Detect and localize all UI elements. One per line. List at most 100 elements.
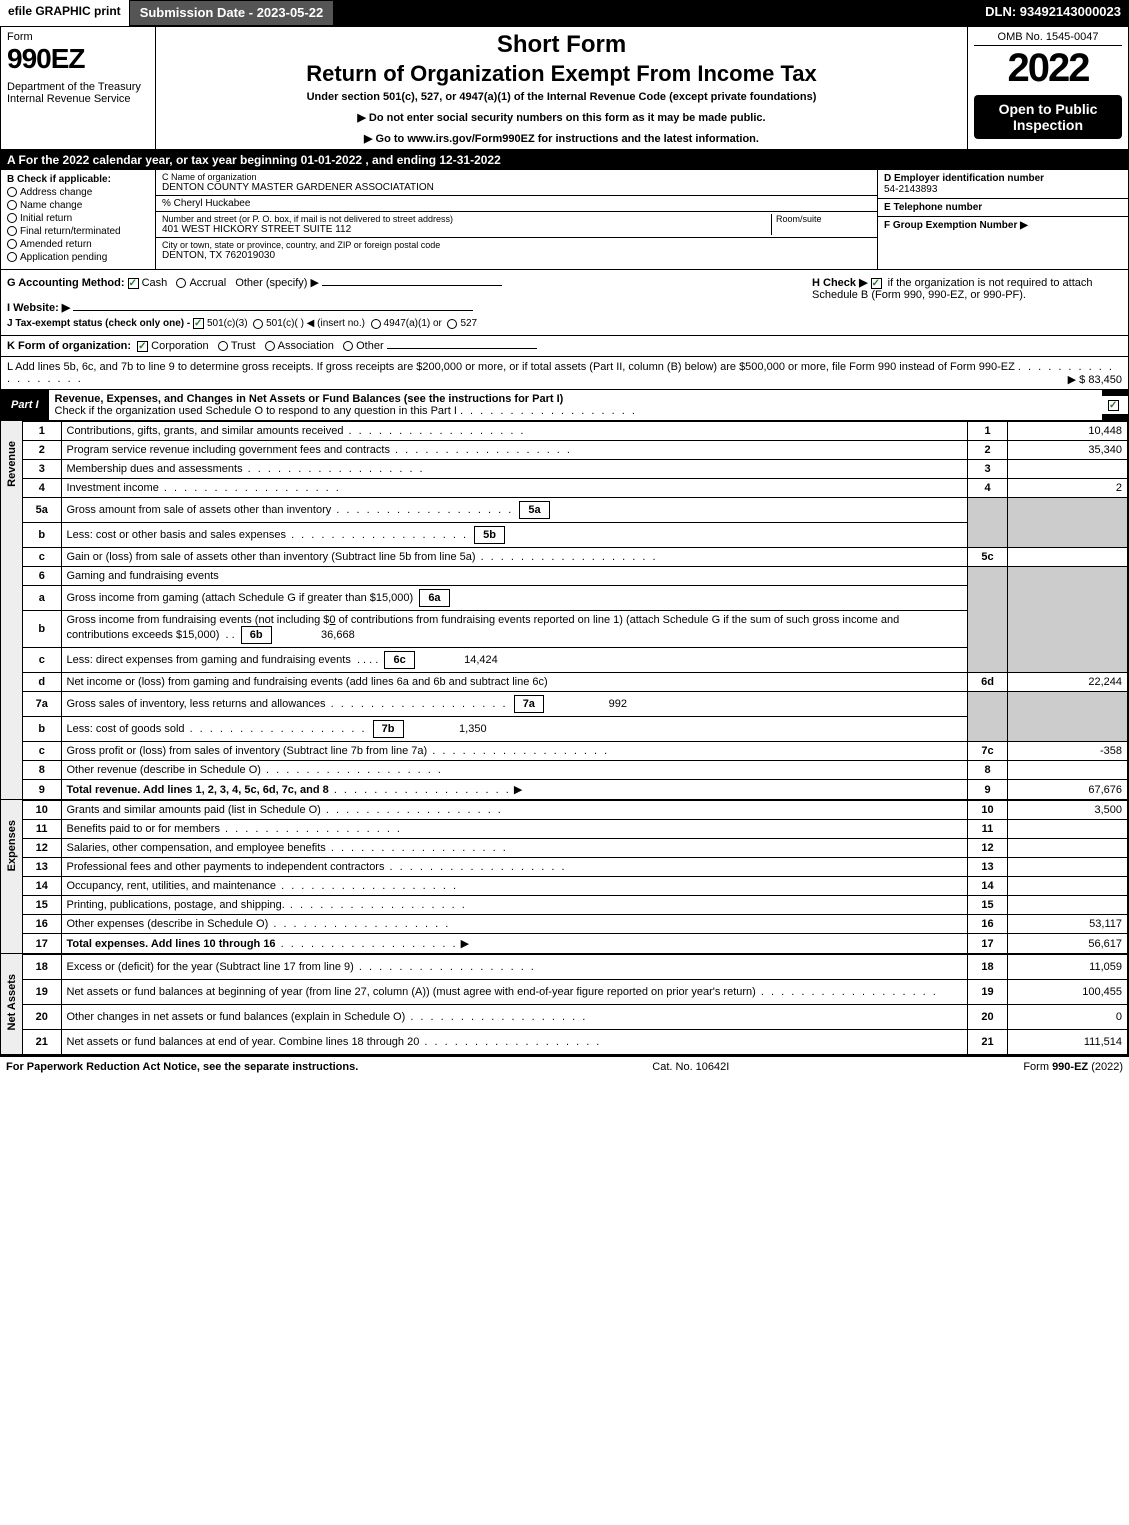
net-assets-side-label: Net Assets	[1, 954, 23, 1054]
tax-year: 2022	[974, 46, 1122, 91]
table-row: 13Professional fees and other payments t…	[23, 858, 1128, 877]
line-a: A For the 2022 calendar year, or tax yea…	[0, 150, 1129, 170]
table-row: cGross profit or (loss) from sales of in…	[23, 742, 1128, 761]
section-def: D Employer identification number 54-2143…	[878, 170, 1128, 269]
table-row: 3Membership dues and assessments3	[23, 460, 1128, 479]
table-row: aGross income from gaming (attach Schedu…	[23, 586, 1128, 611]
form-note-1: ▶ Do not enter social security numbers o…	[164, 111, 959, 124]
org-name-label: C Name of organization	[162, 172, 871, 182]
line-k: K Form of organization: Corporation Trus…	[0, 336, 1129, 357]
table-row: cGain or (loss) from sale of assets othe…	[23, 548, 1128, 567]
table-row: 12Salaries, other compensation, and empl…	[23, 839, 1128, 858]
check-application-pending[interactable]: Application pending	[7, 252, 149, 263]
section-c: C Name of organization DENTON COUNTY MAS…	[156, 170, 878, 269]
table-row: 20Other changes in net assets or fund ba…	[23, 1004, 1128, 1029]
table-row: 17Total expenses. Add lines 10 through 1…	[23, 934, 1128, 954]
table-row: 7aGross sales of inventory, less returns…	[23, 692, 1128, 717]
open-public-badge: Open to Public Inspection	[974, 95, 1122, 139]
table-row: cLess: direct expenses from gaming and f…	[23, 648, 1128, 673]
table-row: 1Contributions, gifts, grants, and simil…	[23, 422, 1128, 441]
group-exemption-label: F Group Exemption Number ▶	[884, 220, 1122, 231]
revenue-section: Revenue 1Contributions, gifts, grants, a…	[0, 421, 1129, 800]
footer-left: For Paperwork Reduction Act Notice, see …	[6, 1061, 358, 1073]
j-501c-check[interactable]	[253, 319, 263, 329]
submission-date: Submission Date - 2023-05-22	[129, 0, 335, 26]
expenses-section: Expenses 10Grants and similar amounts pa…	[0, 800, 1129, 954]
part-1-schedule-o-check[interactable]	[1108, 400, 1119, 411]
check-final-return[interactable]: Final return/terminated	[7, 226, 149, 237]
k-trust-check[interactable]	[218, 341, 228, 351]
table-row: 19Net assets or fund balances at beginni…	[23, 980, 1128, 1005]
line-h-check[interactable]	[871, 278, 882, 289]
table-row: 5aGross amount from sale of assets other…	[23, 498, 1128, 523]
table-row: bLess: cost of goods sold 7b 1,350	[23, 717, 1128, 742]
section-b: B Check if applicable: Address change Na…	[1, 170, 156, 269]
telephone-label: E Telephone number	[884, 202, 1122, 213]
table-row: 18Excess or (deficit) for the year (Subt…	[23, 955, 1128, 980]
efile-label[interactable]: efile GRAPHIC print	[0, 0, 129, 26]
revenue-table: 1Contributions, gifts, grants, and simil…	[23, 421, 1128, 800]
city-label: City or town, state or province, country…	[162, 240, 871, 250]
accounting-cash-check[interactable]	[128, 278, 139, 289]
line-l: L Add lines 5b, 6c, and 7b to line 9 to …	[0, 357, 1129, 390]
section-b-header: B Check if applicable:	[7, 174, 149, 185]
line-l-amount: ▶ $ 83,450	[1068, 373, 1122, 386]
check-initial-return[interactable]: Initial return	[7, 213, 149, 224]
check-amended-return[interactable]: Amended return	[7, 239, 149, 250]
org-name: DENTON COUNTY MASTER GARDENER ASSOCIATAT…	[162, 182, 871, 193]
part-1-tag: Part I	[1, 396, 49, 414]
form-number: 990EZ	[7, 43, 149, 75]
expenses-table: 10Grants and similar amounts paid (list …	[23, 800, 1128, 954]
line-h: H Check ▶ if the organization is not req…	[802, 276, 1122, 329]
ein-label: D Employer identification number	[884, 173, 1122, 184]
form-subtitle: Under section 501(c), 527, or 4947(a)(1)…	[164, 91, 959, 103]
department: Department of the Treasury Internal Reve…	[7, 81, 149, 105]
form-header: Form 990EZ Department of the Treasury In…	[0, 26, 1129, 150]
net-assets-section: Net Assets 18Excess or (deficit) for the…	[0, 954, 1129, 1055]
revenue-side-label: Revenue	[1, 421, 23, 800]
table-row: 6Gaming and fundraising events	[23, 567, 1128, 586]
form-title: Return of Organization Exempt From Incom…	[164, 61, 959, 87]
k-corporation-check[interactable]	[137, 341, 148, 352]
street-label: Number and street (or P. O. box, if mail…	[162, 214, 771, 224]
table-row: dNet income or (loss) from gaming and fu…	[23, 673, 1128, 692]
footer-right: Form 990-EZ (2022)	[1023, 1061, 1123, 1073]
j-527-check[interactable]	[447, 319, 457, 329]
form-note-2: ▶ Go to www.irs.gov/Form990EZ for instru…	[164, 132, 959, 145]
part-1-title: Revenue, Expenses, and Changes in Net As…	[49, 390, 1102, 420]
j-501c3-check[interactable]	[193, 318, 204, 329]
city-state-zip: DENTON, TX 762019030	[162, 250, 871, 261]
check-name-change[interactable]: Name change	[7, 200, 149, 211]
part-1-header: Part I Revenue, Expenses, and Changes in…	[0, 390, 1129, 421]
table-row: 9Total revenue. Add lines 1, 2, 3, 4, 5c…	[23, 780, 1128, 800]
table-row: 8Other revenue (describe in Schedule O)8	[23, 761, 1128, 780]
table-row: bLess: cost or other basis and sales exp…	[23, 523, 1128, 548]
check-address-change[interactable]: Address change	[7, 187, 149, 198]
header-right: OMB No. 1545-0047 2022 Open to Public In…	[968, 27, 1128, 149]
table-row: 11Benefits paid to or for members11	[23, 820, 1128, 839]
line-i: I Website: ▶	[7, 302, 70, 314]
line-g: G Accounting Method: Cash Accrual Other …	[7, 276, 802, 329]
form-word: Form	[7, 31, 149, 43]
table-row: 4Investment income42	[23, 479, 1128, 498]
table-row: 14Occupancy, rent, utilities, and mainte…	[23, 877, 1128, 896]
table-row: 16Other expenses (describe in Schedule O…	[23, 915, 1128, 934]
table-row: 2Program service revenue including gover…	[23, 441, 1128, 460]
net-assets-table: 18Excess or (deficit) for the year (Subt…	[23, 954, 1128, 1054]
room-label: Room/suite	[776, 214, 871, 224]
section-bcdef: B Check if applicable: Address change Na…	[0, 170, 1129, 270]
footer-center: Cat. No. 10642I	[652, 1061, 729, 1073]
j-4947-check[interactable]	[371, 319, 381, 329]
care-of: % Cheryl Huckabee	[156, 196, 877, 212]
omb-number: OMB No. 1545-0047	[974, 31, 1122, 46]
expenses-side-label: Expenses	[1, 800, 23, 954]
table-row: bGross income from fundraising events (n…	[23, 611, 1128, 648]
table-row: 15Printing, publications, postage, and s…	[23, 896, 1128, 915]
header-center: Short Form Return of Organization Exempt…	[156, 27, 968, 149]
dln-number: DLN: 93492143000023	[977, 0, 1129, 26]
page-footer: For Paperwork Reduction Act Notice, see …	[0, 1056, 1129, 1077]
accounting-accrual-check[interactable]	[176, 278, 186, 288]
k-other-check[interactable]	[343, 341, 353, 351]
header-left: Form 990EZ Department of the Treasury In…	[1, 27, 156, 149]
k-association-check[interactable]	[265, 341, 275, 351]
